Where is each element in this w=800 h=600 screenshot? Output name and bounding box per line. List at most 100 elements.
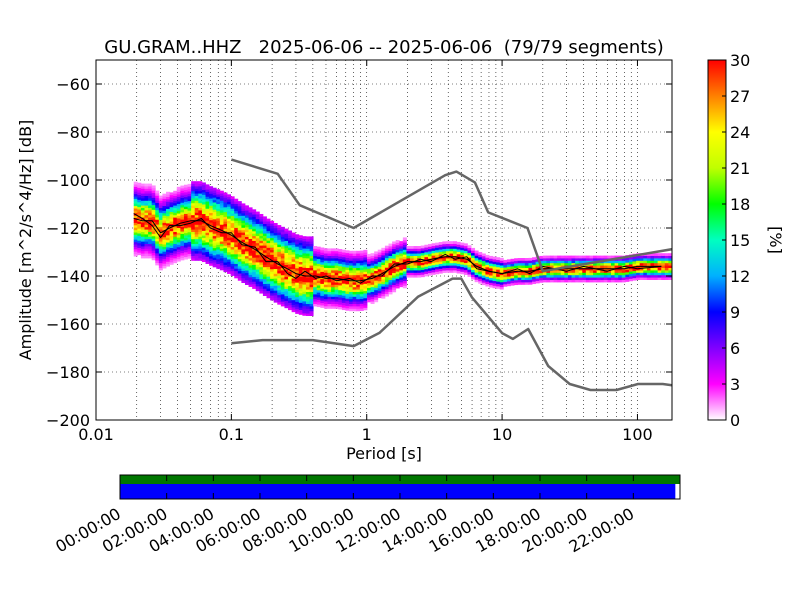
heatmap-cell (535, 275, 540, 279)
heatmap-cell (363, 305, 368, 308)
heatmap-cell (252, 254, 257, 258)
heatmap-cell (227, 254, 232, 258)
heatmap-cell (280, 238, 285, 242)
heatmap-cell (334, 282, 339, 285)
heatmap-cell (284, 245, 289, 249)
heatmap-cell (305, 286, 310, 290)
heatmap-cell (234, 232, 239, 236)
heatmap-cell (291, 242, 296, 245)
heatmap-cell (420, 271, 425, 275)
heatmap-cell (356, 253, 361, 256)
heatmap-cell (313, 282, 318, 285)
heatmap-cell (227, 263, 232, 267)
heatmap-cell (481, 265, 486, 269)
heatmap-cell (201, 237, 206, 241)
heatmap-cell (471, 259, 476, 263)
heatmap-cell (485, 262, 490, 265)
heatmap-cell (137, 247, 142, 251)
heatmap-cell (244, 226, 249, 230)
heatmap-cell (205, 210, 210, 214)
heatmap-cell (173, 238, 178, 242)
heatmap-cell (603, 270, 608, 273)
heatmap-cell (603, 272, 608, 276)
heatmap-cell (313, 255, 318, 259)
heatmap-cell (517, 258, 522, 261)
heatmap-cell (410, 274, 415, 278)
heatmap-cell (216, 201, 221, 205)
heatmap-cell (227, 230, 232, 234)
heatmap-cell (288, 240, 293, 243)
heatmap-cell (399, 243, 404, 247)
heatmap-cell (173, 202, 178, 206)
heatmap-cell (137, 233, 142, 236)
heatmap-cell (388, 257, 393, 261)
heatmap-cell (460, 247, 465, 251)
heatmap-cell (162, 253, 167, 257)
heatmap-cell (313, 262, 318, 266)
heatmap-cell (657, 274, 662, 278)
heatmap-cell (657, 260, 662, 264)
heatmap-cell (618, 262, 623, 266)
heatmap-cell (313, 246, 318, 249)
heatmap-cell (180, 255, 185, 258)
heatmap-cell (227, 256, 232, 260)
heatmap-cell (140, 198, 145, 201)
heatmap-cell (341, 261, 346, 265)
heatmap-cell (417, 246, 422, 249)
heatmap-cell (144, 200, 149, 204)
heatmap-cell (549, 260, 554, 264)
heatmap-cell (327, 255, 332, 259)
heatmap-cell (133, 198, 138, 202)
heatmap-cell (349, 274, 354, 278)
heatmap-cell (331, 255, 336, 259)
heatmap-cell (345, 307, 350, 311)
heatmap-cell (338, 287, 343, 291)
heatmap-cell (158, 243, 163, 247)
heatmap-cell (366, 268, 371, 272)
heatmap-cell (420, 257, 425, 261)
heatmap-cell (302, 305, 307, 309)
heatmap-cell (234, 220, 239, 224)
heatmap-cell (424, 244, 429, 248)
heatmap-cell (381, 257, 386, 261)
heatmap-cell (331, 267, 336, 271)
heatmap-cell (338, 256, 343, 260)
heatmap-cell (191, 181, 196, 184)
heatmap-cell (270, 295, 275, 299)
heatmap-cell (262, 276, 267, 280)
heatmap-cell (291, 237, 296, 241)
heatmap-cell (252, 209, 257, 213)
heatmap-cell (277, 232, 282, 236)
heatmap-cell (298, 271, 303, 275)
heatmap-cell (327, 274, 332, 278)
heatmap-cell (661, 255, 666, 259)
heatmap-cell (600, 258, 605, 261)
heatmap-cell (209, 258, 214, 262)
colorbar-tick-label: 21 (730, 159, 750, 178)
heatmap-cell (582, 258, 587, 261)
heatmap-cell (460, 264, 465, 268)
heatmap-cell (549, 279, 554, 283)
heatmap-cell (262, 278, 267, 282)
heatmap-cell (456, 258, 461, 262)
heatmap-cell (259, 271, 264, 275)
heatmap-cell (532, 257, 537, 261)
heatmap-cell (259, 273, 264, 277)
heatmap-cell (650, 255, 655, 259)
heatmap-cell (424, 261, 429, 265)
heatmap-cell (349, 258, 354, 261)
heatmap-cell (133, 188, 138, 192)
heatmap-cell (212, 257, 217, 261)
heatmap-cell (650, 258, 655, 261)
heatmap-cell (284, 233, 289, 237)
heatmap-cell (187, 210, 192, 214)
heatmap-cell (187, 234, 192, 238)
heatmap-cell (230, 244, 235, 248)
heatmap-cell (237, 225, 242, 228)
heatmap-cell (201, 208, 206, 212)
heatmap-cell (532, 271, 537, 275)
heatmap-cell (449, 248, 454, 252)
heatmap-cell (234, 227, 239, 231)
heatmap-cell (277, 227, 282, 231)
heatmap-cell (539, 275, 544, 278)
